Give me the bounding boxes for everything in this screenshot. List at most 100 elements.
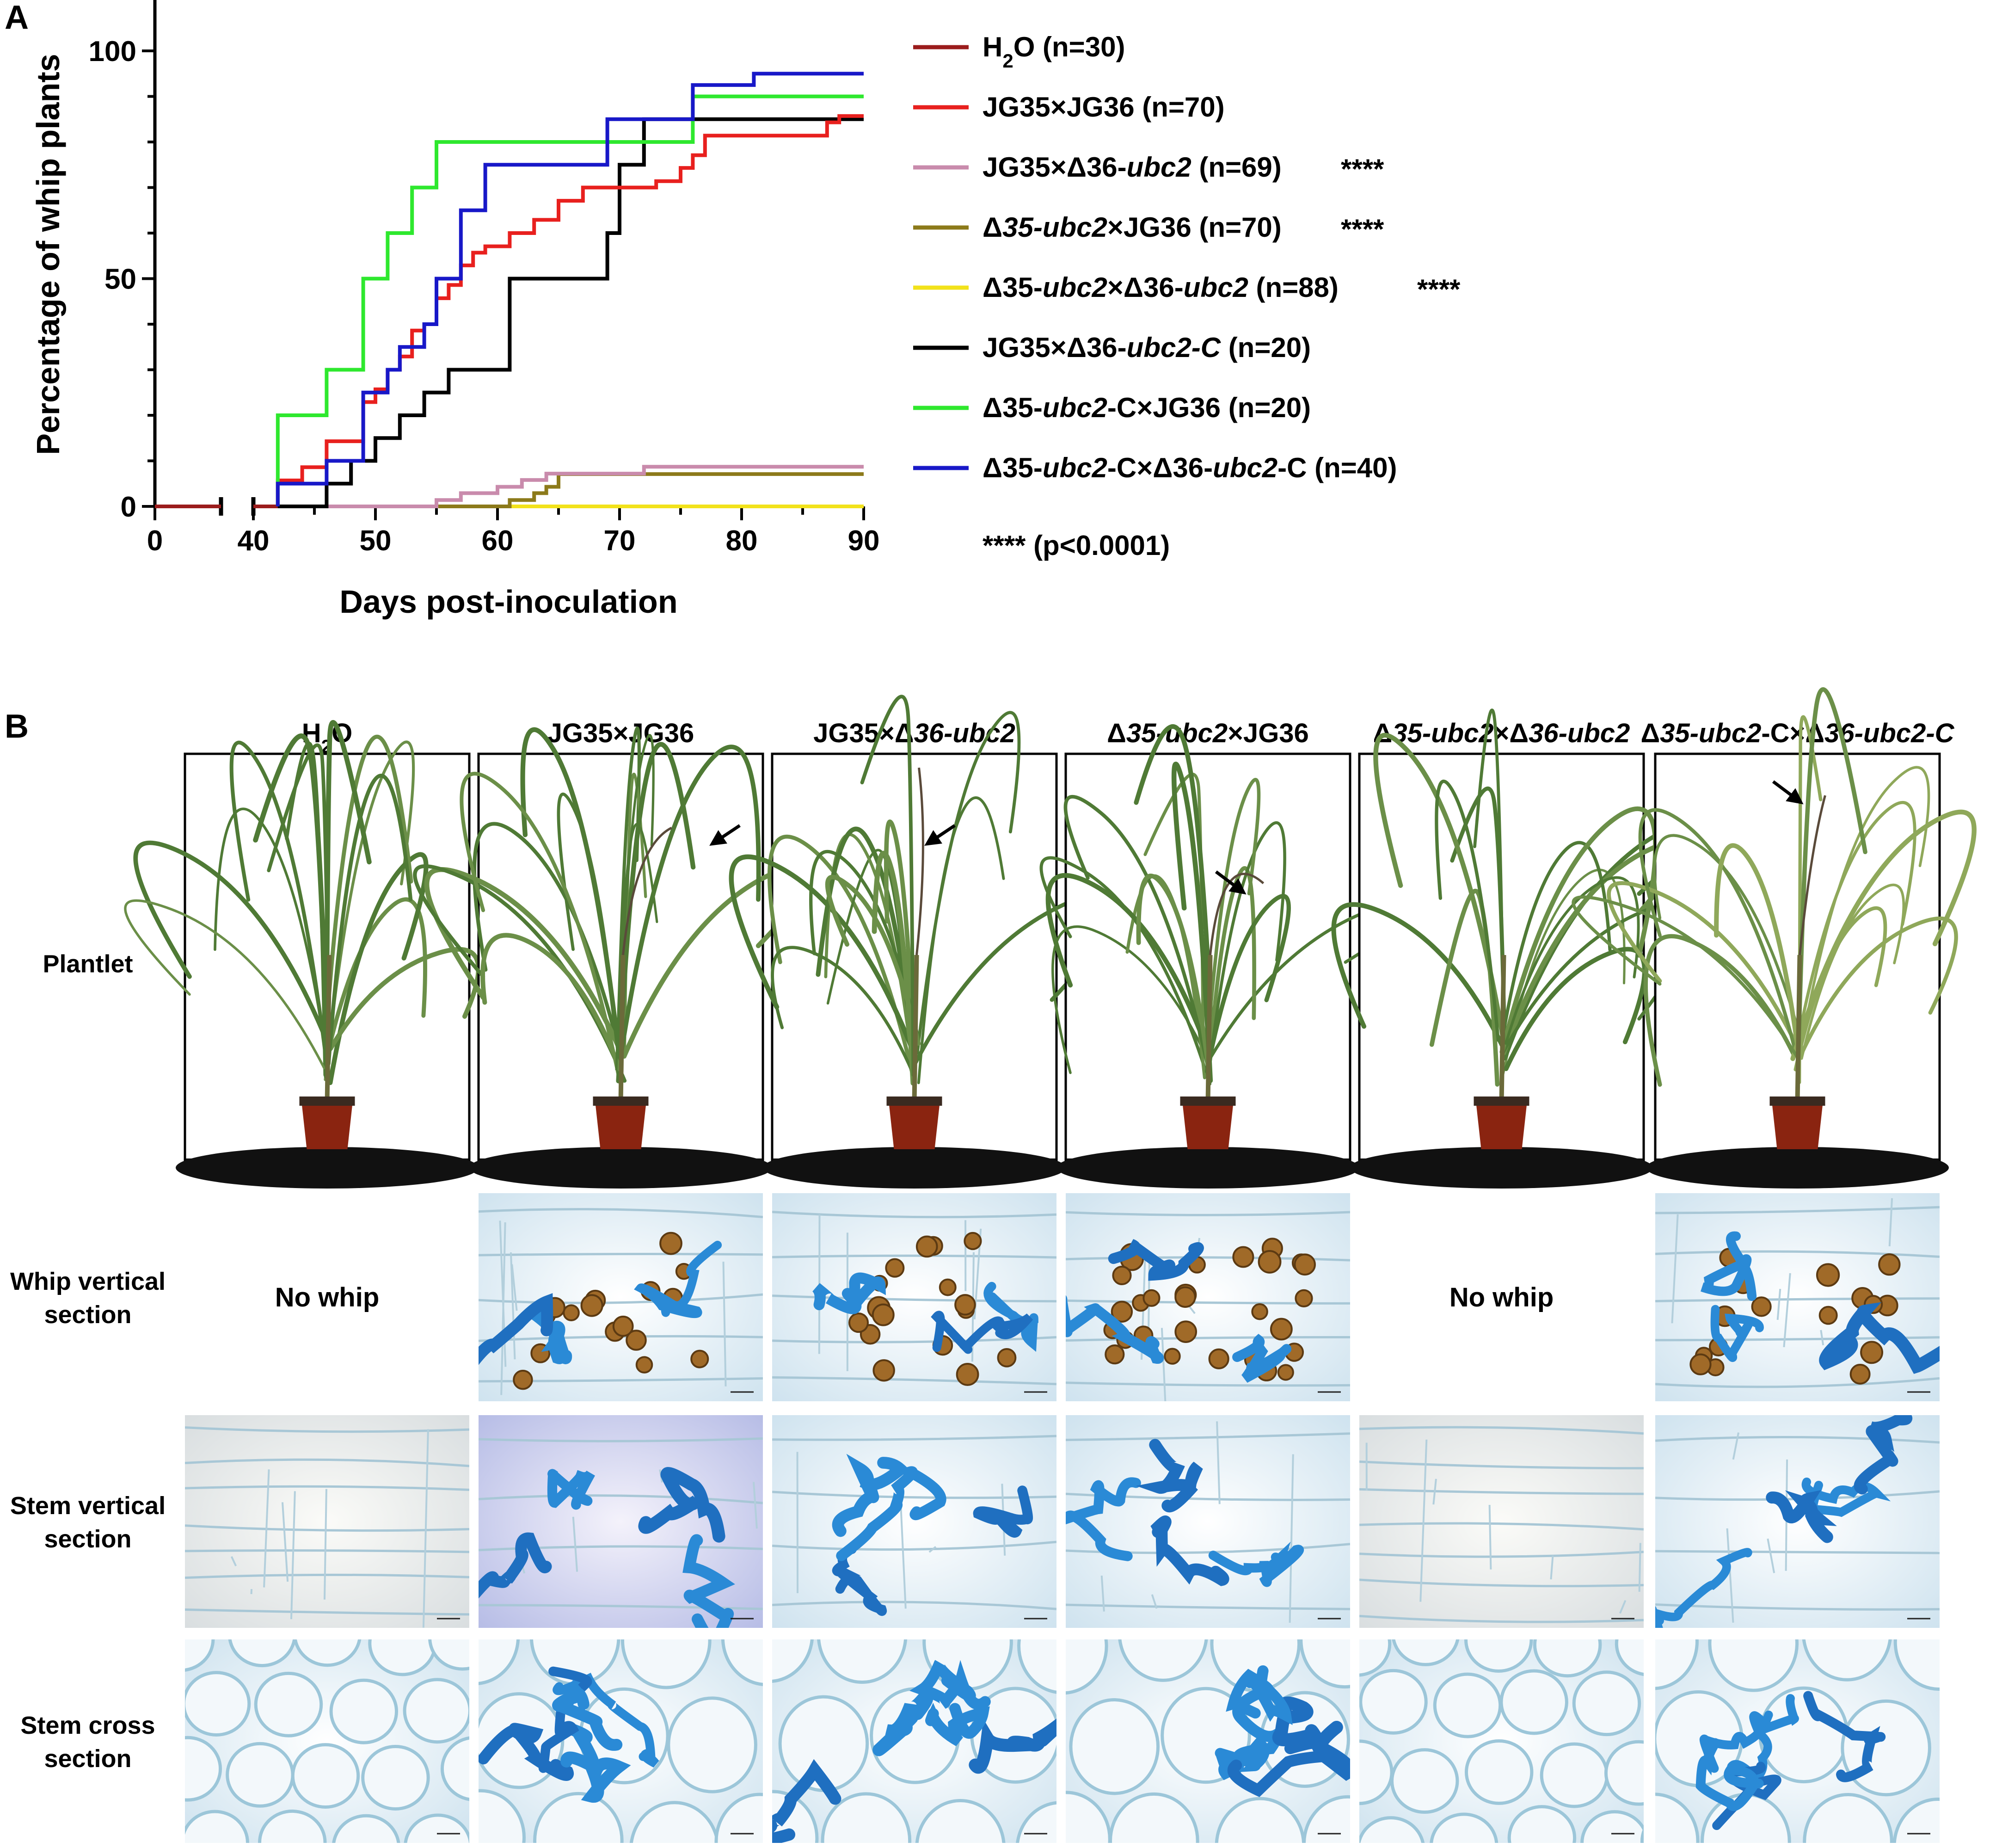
teliospore <box>1690 1355 1710 1374</box>
row-header-whip-vertical: section <box>44 1301 131 1329</box>
micrograph-background <box>1066 1415 1350 1628</box>
cell <box>363 1747 428 1809</box>
teliospore <box>1752 1297 1771 1316</box>
cell <box>1574 1672 1639 1735</box>
cell <box>405 1680 470 1742</box>
pot-rim <box>1180 1096 1236 1106</box>
teliospore <box>1851 1365 1870 1384</box>
row-header-stem-vertical: section <box>44 1525 131 1553</box>
micrograph <box>464 1415 763 1643</box>
teliospore <box>1175 1287 1195 1307</box>
row-header-plantlet: Plantlet <box>43 950 133 978</box>
x-tick-label: 60 <box>482 525 514 557</box>
cell <box>1842 1701 1930 1794</box>
cell <box>1071 1700 1158 1793</box>
chart-series <box>155 74 864 506</box>
x-tick-label: 90 <box>848 525 880 557</box>
table-base <box>773 1158 1056 1171</box>
teliospore <box>1271 1319 1292 1340</box>
teliospore <box>1113 1267 1130 1284</box>
micrograph <box>1655 1193 1946 1401</box>
table-base <box>1360 1158 1643 1171</box>
pot <box>889 1103 940 1149</box>
pot <box>1183 1103 1234 1149</box>
x-tick-label: 50 <box>360 525 392 557</box>
micrograph <box>772 1193 1056 1401</box>
legend-entry: Δ35-ubc2-C×JG36 (n=20) <box>983 392 1311 423</box>
cell <box>1392 1750 1457 1812</box>
no-whip-label: No whip <box>275 1282 380 1312</box>
pot <box>596 1103 646 1149</box>
teliospore <box>955 1295 975 1315</box>
micrograph-background <box>1359 1415 1644 1628</box>
pot-rim <box>300 1096 355 1106</box>
x-tick-label: 70 <box>604 525 636 557</box>
panel-letter-b: B <box>5 708 29 745</box>
cell <box>331 1680 396 1743</box>
teliospore <box>873 1305 894 1325</box>
column-header-d35-jg36: Δ35-ubc2×JG36 <box>1107 718 1309 748</box>
teliospore <box>1296 1290 1312 1306</box>
column-header-d35-d36: Δ35-ubc2×Δ36-ubc2 <box>1373 718 1630 748</box>
cell <box>1466 1741 1531 1803</box>
table-base <box>479 1158 762 1171</box>
pot-rim <box>1474 1096 1529 1106</box>
teliospore <box>886 1259 903 1277</box>
significance-stars: **** <box>1417 274 1461 305</box>
x-tick-label: 40 <box>238 525 270 557</box>
micrograph <box>185 1415 469 1628</box>
teliospore <box>998 1349 1016 1367</box>
legend-entry: Δ35-ubc2×Δ36-ubc2 (n=88) <box>983 272 1339 303</box>
cell <box>227 1743 293 1806</box>
panel-letter-a: A <box>5 0 29 36</box>
series-line <box>278 116 864 506</box>
micrograph <box>1034 1193 1350 1401</box>
stem <box>1208 955 1210 1103</box>
micrograph <box>1066 1415 1350 1628</box>
series-line <box>278 97 864 507</box>
cell <box>293 1745 358 1807</box>
column-header-jg35-jg36: JG35×JG36 <box>547 718 694 748</box>
table-base <box>1656 1158 1939 1171</box>
teliospore <box>1175 1321 1196 1342</box>
row-header-whip-vertical: Whip vertical <box>10 1268 166 1295</box>
cell <box>1501 1671 1566 1733</box>
teliospore <box>1861 1342 1882 1363</box>
teliospore <box>1879 1254 1899 1275</box>
cell-wall <box>479 1254 763 1256</box>
teliospore <box>514 1371 532 1389</box>
teliospore <box>582 1295 602 1316</box>
pot <box>1772 1103 1823 1149</box>
teliospore <box>660 1233 682 1254</box>
pot-rim <box>593 1096 649 1106</box>
teliospore <box>940 1280 956 1295</box>
legend-entry: JG35×Δ36-ubc2 (n=69) <box>983 152 1282 183</box>
significance-footnote: **** (p<0.0001) <box>983 530 1170 561</box>
column-header-d35c-d36c: Δ35-ubc2-C×Δ36-ubc2-C <box>1640 718 1954 748</box>
stem <box>915 955 917 1103</box>
y-tick-label: 50 <box>104 264 136 296</box>
teliospore <box>691 1351 708 1368</box>
no-whip-label: No whip <box>1449 1282 1554 1312</box>
teliospore <box>564 1305 579 1320</box>
chart-legend: H2O (n=30)JG35×JG36 (n=70)JG35×Δ36-ubc2 … <box>913 31 1461 483</box>
table-base <box>186 1158 468 1171</box>
teliospore <box>1165 1349 1179 1363</box>
series-line <box>278 119 864 506</box>
teliospore <box>917 1237 937 1257</box>
teliospore <box>1252 1304 1267 1319</box>
teliospore <box>1817 1264 1839 1286</box>
legend-entry: JG35×JG36 (n=70) <box>983 92 1225 123</box>
micrograph <box>772 1415 1056 1628</box>
teliospore <box>637 1357 652 1373</box>
series-line <box>278 74 864 506</box>
cell <box>669 1698 756 1792</box>
pot <box>302 1103 353 1149</box>
row-header-stem-cross: section <box>44 1745 131 1773</box>
teliospore <box>1295 1255 1315 1275</box>
series-line <box>278 474 864 506</box>
cell <box>256 1673 321 1736</box>
teliospore <box>1820 1307 1837 1324</box>
